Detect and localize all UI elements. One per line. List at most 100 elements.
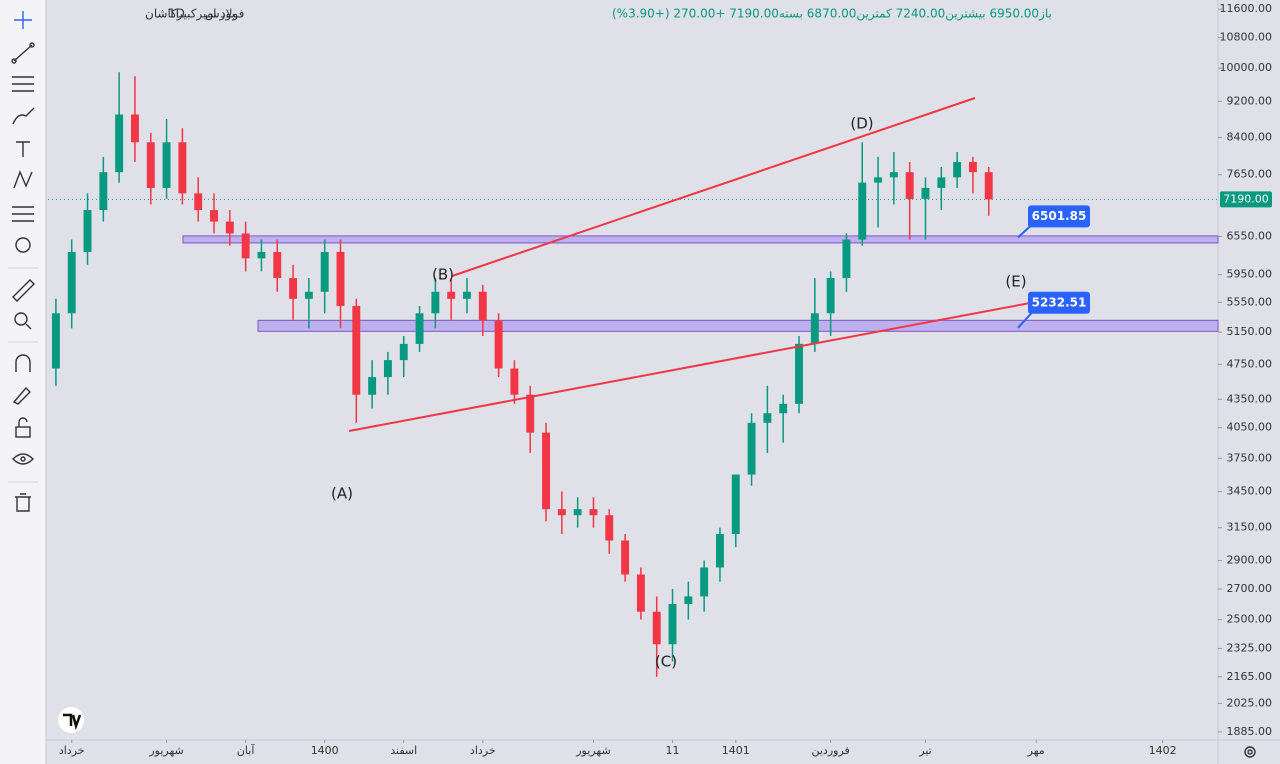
last-price-label: 7190.00 <box>1223 192 1269 205</box>
candle-body <box>478 291 487 321</box>
candle-body <box>210 210 218 222</box>
candle-body <box>842 239 851 279</box>
y-tick-label: 4050.00 <box>1227 421 1273 434</box>
y-tick-label: 3750.00 <box>1227 451 1273 464</box>
candle-body <box>178 142 187 194</box>
price-zone <box>182 235 1219 244</box>
y-tick-label: 2165.00 <box>1227 670 1273 683</box>
price-zone <box>257 319 1219 332</box>
wave-label: (B) <box>432 266 454 284</box>
candle-body <box>67 251 76 314</box>
candle-body <box>241 233 250 259</box>
candle-body <box>194 193 203 211</box>
candle-body <box>874 177 883 183</box>
delete-tool[interactable] <box>15 493 31 512</box>
candle-body <box>795 343 803 404</box>
icon-tool[interactable] <box>15 237 31 253</box>
candle-body <box>83 210 92 252</box>
candle-body <box>526 394 535 433</box>
logo-mark <box>63 713 82 731</box>
candle-body <box>573 509 582 516</box>
candle-body <box>383 360 392 378</box>
wave-label: (D) <box>850 115 873 133</box>
candle-body <box>463 291 471 299</box>
fib-tool[interactable] <box>12 76 34 92</box>
y-tick-label: 5150.00 <box>1227 325 1273 338</box>
candle-body <box>557 509 566 516</box>
pattern-tool[interactable] <box>13 170 33 189</box>
candle-body <box>731 474 740 535</box>
trend-line <box>451 97 976 277</box>
lock-drawing-tool[interactable] <box>12 386 31 405</box>
candle-body <box>257 251 266 259</box>
y-tick-label: 7650.00 <box>1227 168 1273 181</box>
candle-body <box>826 278 835 314</box>
drawings: (A) (B) (C) (D) (E) <box>331 97 1079 671</box>
candle-body <box>810 313 819 344</box>
trend-line <box>348 293 1079 432</box>
candle-body <box>589 509 598 516</box>
candle-body <box>336 251 345 306</box>
lock-tool[interactable] <box>15 417 31 438</box>
x-tick-label: شهریور <box>575 744 610 757</box>
candle-body <box>510 368 519 395</box>
trend-line-tool[interactable] <box>11 42 35 64</box>
x-tick-label: 11 <box>666 744 680 757</box>
x-tick-label: فروردین <box>811 744 849 757</box>
y-tick-label: 3150.00 <box>1227 521 1273 534</box>
zoom-tool[interactable] <box>14 312 32 330</box>
toolbar <box>0 0 46 764</box>
candle-body <box>716 534 724 568</box>
settings-button[interactable] <box>1244 746 1256 758</box>
y-tick-label: 10800.00 <box>1220 31 1273 44</box>
x-tick-label: 1402 <box>1149 744 1177 757</box>
visibility-tool[interactable] <box>12 453 34 465</box>
y-tick-label: 4750.00 <box>1227 357 1273 370</box>
y-tick-label: 2325.00 <box>1227 641 1273 654</box>
candle-body <box>858 182 867 240</box>
candle-body <box>146 142 155 188</box>
x-tick-label: خرداد <box>470 744 496 757</box>
magnet-tool[interactable] <box>15 354 31 372</box>
price-badge-label: 5232.51 <box>1032 295 1087 309</box>
candle-body <box>668 603 677 645</box>
candle-body <box>779 403 788 414</box>
candle-body <box>605 515 614 541</box>
candle-body <box>636 574 645 612</box>
price-badge <box>1028 291 1090 314</box>
header: فولاد امیرکبیرکاشان 1D بورس باز6950.00 ب… <box>145 7 1052 22</box>
candle-body <box>921 187 930 199</box>
x-tick-label: مهر <box>1027 744 1045 757</box>
candle-body <box>494 320 503 369</box>
price-badge <box>1028 205 1090 228</box>
candle-body <box>115 114 124 173</box>
candle-body <box>652 611 661 645</box>
y-tick-label: 4350.00 <box>1227 392 1273 405</box>
candle-body <box>289 278 298 299</box>
candle-body <box>225 221 234 234</box>
x-tick-label: خرداد <box>59 744 85 757</box>
candle-body <box>905 172 914 199</box>
candle-body <box>320 251 329 292</box>
text-tool[interactable] <box>16 141 30 157</box>
ohlc-summary: باز6950.00 بیشترین7240.00 کمترین6870.00 … <box>612 7 1052 22</box>
y-tick-label: 2700.00 <box>1227 582 1273 595</box>
candle-body <box>937 177 946 188</box>
prediction-tool[interactable] <box>12 206 34 222</box>
x-tick-label: اسفند <box>390 744 417 757</box>
logo <box>58 707 84 733</box>
candle-body <box>984 172 993 200</box>
candle-body <box>747 422 756 475</box>
crosshair-tool[interactable] <box>14 11 32 29</box>
candle-body <box>700 567 709 597</box>
y-tick-label: 5950.00 <box>1227 268 1273 281</box>
candle-body <box>304 291 313 299</box>
candle-body <box>447 291 456 299</box>
candle-body <box>399 343 408 361</box>
brush-tool[interactable] <box>12 107 35 125</box>
measure-tool[interactable] <box>12 279 35 302</box>
candle-body <box>162 142 171 188</box>
candle-body <box>352 305 361 395</box>
